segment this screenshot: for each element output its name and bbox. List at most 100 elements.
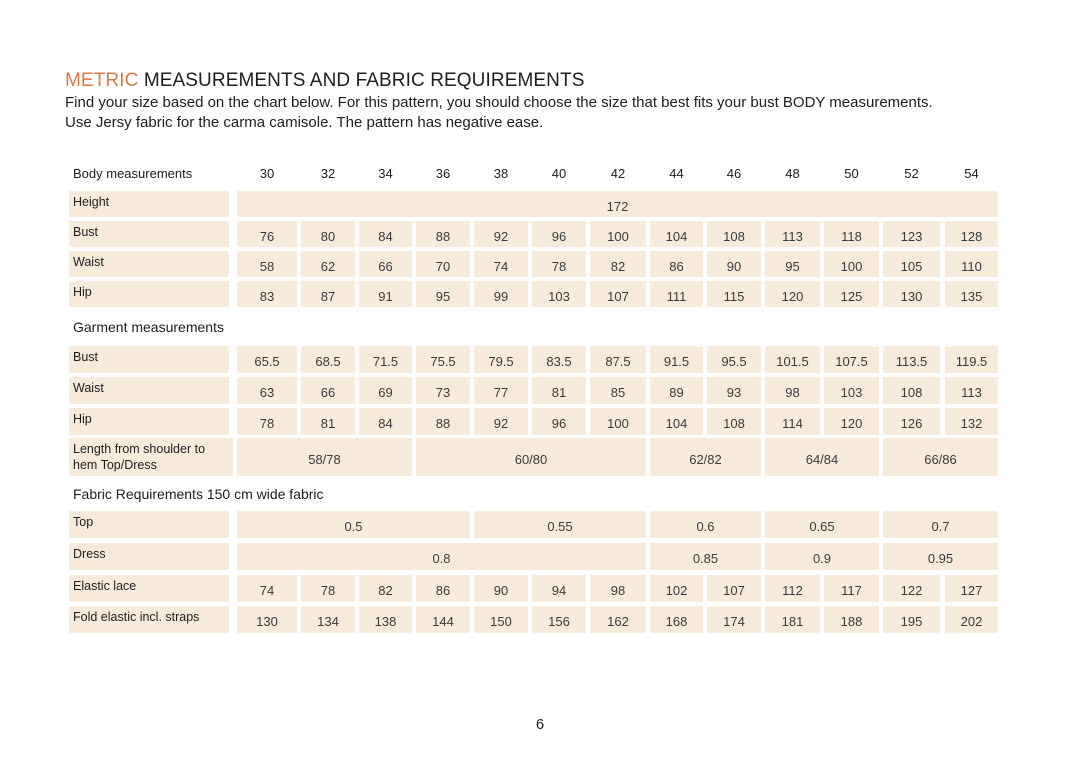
table-cell: 117	[824, 575, 879, 602]
table-cell: 119.5	[945, 346, 998, 373]
table-cell: 128	[945, 221, 998, 247]
row-label: Elastic lace	[69, 575, 229, 602]
size-header: 48	[785, 166, 800, 181]
table-cell: 107	[707, 575, 761, 602]
table-cell: 70	[416, 251, 470, 277]
table-cell: 78	[237, 408, 297, 435]
table-cell: 0.8	[237, 543, 646, 570]
size-header: 52	[904, 166, 919, 181]
size-header: 46	[726, 166, 742, 181]
table-cell: 96	[532, 408, 586, 435]
size-header: 40	[551, 166, 567, 181]
row-label: Fold elastic incl. straps	[69, 606, 229, 633]
table-cell: 103	[532, 281, 586, 307]
table-cell: 91	[359, 281, 412, 307]
row-label: Height	[69, 191, 229, 217]
page-heading: METRIC MEASUREMENTS AND FABRIC REQUIREME…	[65, 70, 584, 92]
table-cell: 83.5	[532, 346, 586, 373]
table-cell: 65.5	[237, 346, 297, 373]
table-cell: 91.5	[650, 346, 703, 373]
size-header: 34	[378, 166, 393, 181]
table-cell: 108	[707, 221, 761, 247]
table-cell: 144	[416, 606, 470, 633]
table-cell: 69	[359, 377, 412, 404]
table-cell: 95	[765, 251, 820, 277]
table-cell: 94	[532, 575, 586, 602]
table-cell: 68.5	[301, 346, 355, 373]
table-cell: 75.5	[416, 346, 470, 373]
table-cell: 103	[824, 377, 879, 404]
table-cell: 84	[359, 221, 412, 247]
row-label: Top	[69, 511, 229, 538]
table-cell: 127	[945, 575, 998, 602]
table-cell: 76	[237, 221, 297, 247]
table-cell: 0.9	[765, 543, 879, 570]
size-header: 36	[435, 166, 451, 181]
table-cell: 0.7	[883, 511, 998, 538]
table-cell: 120	[765, 281, 820, 307]
table-cell: 172	[237, 191, 998, 217]
intro-line-2: Use Jersy fabric for the carma camisole.…	[65, 114, 544, 131]
row-label: Hip	[69, 408, 229, 435]
table-cell: 78	[532, 251, 586, 277]
table-cell: 62	[301, 251, 355, 277]
size-header: 30	[259, 166, 275, 181]
table-cell: 202	[945, 606, 998, 633]
table-cell: 135	[945, 281, 998, 307]
intro-text: Find your size based on the chart below.…	[65, 93, 1055, 133]
table-cell: 150	[474, 606, 528, 633]
table-cell: 82	[359, 575, 412, 602]
table-cell: 111	[650, 281, 703, 307]
table-cell: 86	[416, 575, 470, 602]
table-cell: 115	[707, 281, 761, 307]
table-cell: 125	[824, 281, 879, 307]
table-cell: 102	[650, 575, 703, 602]
table-cell: 90	[707, 251, 761, 277]
row-label-line: hem Top/Dress	[73, 458, 157, 472]
table-cell: 84	[359, 408, 412, 435]
table-cell: 88	[416, 221, 470, 247]
table-cell: 66	[359, 251, 412, 277]
table-cell: 58/78	[237, 438, 412, 476]
table-cell: 98	[590, 575, 646, 602]
header-label: Body measurements	[73, 166, 193, 181]
table-cell: 66	[301, 377, 355, 404]
table-cell: 74	[474, 251, 528, 277]
row-label: Hip	[69, 281, 229, 307]
table-cell: 100	[590, 408, 646, 435]
size-header: 50	[844, 166, 859, 181]
table-cell: 113.5	[883, 346, 940, 373]
intro-line-1: Find your size based on the chart below.…	[65, 94, 933, 111]
table-cell: 156	[532, 606, 586, 633]
table-cell: 81	[532, 377, 586, 404]
table-cell: 60/80	[416, 438, 646, 476]
table-cell: 83	[237, 281, 297, 307]
table-cell: 138	[359, 606, 412, 633]
table-cell: 134	[301, 606, 355, 633]
table-cell: 0.65	[765, 511, 879, 538]
table-cell: 0.95	[883, 543, 998, 570]
table-cell: 0.6	[650, 511, 761, 538]
size-header: 42	[610, 166, 626, 181]
table-cell: 81	[301, 408, 355, 435]
table-cell: 107.5	[824, 346, 879, 373]
row-label: Waist	[69, 377, 229, 404]
size-header: 32	[320, 166, 336, 181]
table-cell: 95	[416, 281, 470, 307]
table-cell: 79.5	[474, 346, 528, 373]
table-cell: 105	[883, 251, 940, 277]
table-cell: 188	[824, 606, 879, 633]
table-cell: 126	[883, 408, 940, 435]
table-cell: 77	[474, 377, 528, 404]
row-label: Bust	[69, 221, 229, 247]
table-cell: 101.5	[765, 346, 820, 373]
table-cell: 80	[301, 221, 355, 247]
table-cell: 168	[650, 606, 703, 633]
table-cell: 113	[945, 377, 998, 404]
row-label: Waist	[69, 251, 229, 277]
fabric-section-title: Fabric Requirements 150 cm wide fabric	[73, 486, 324, 502]
table-cell: 123	[883, 221, 940, 247]
table-cell: 100	[590, 221, 646, 247]
table-cell: 96	[532, 221, 586, 247]
table-cell: 88	[416, 408, 470, 435]
